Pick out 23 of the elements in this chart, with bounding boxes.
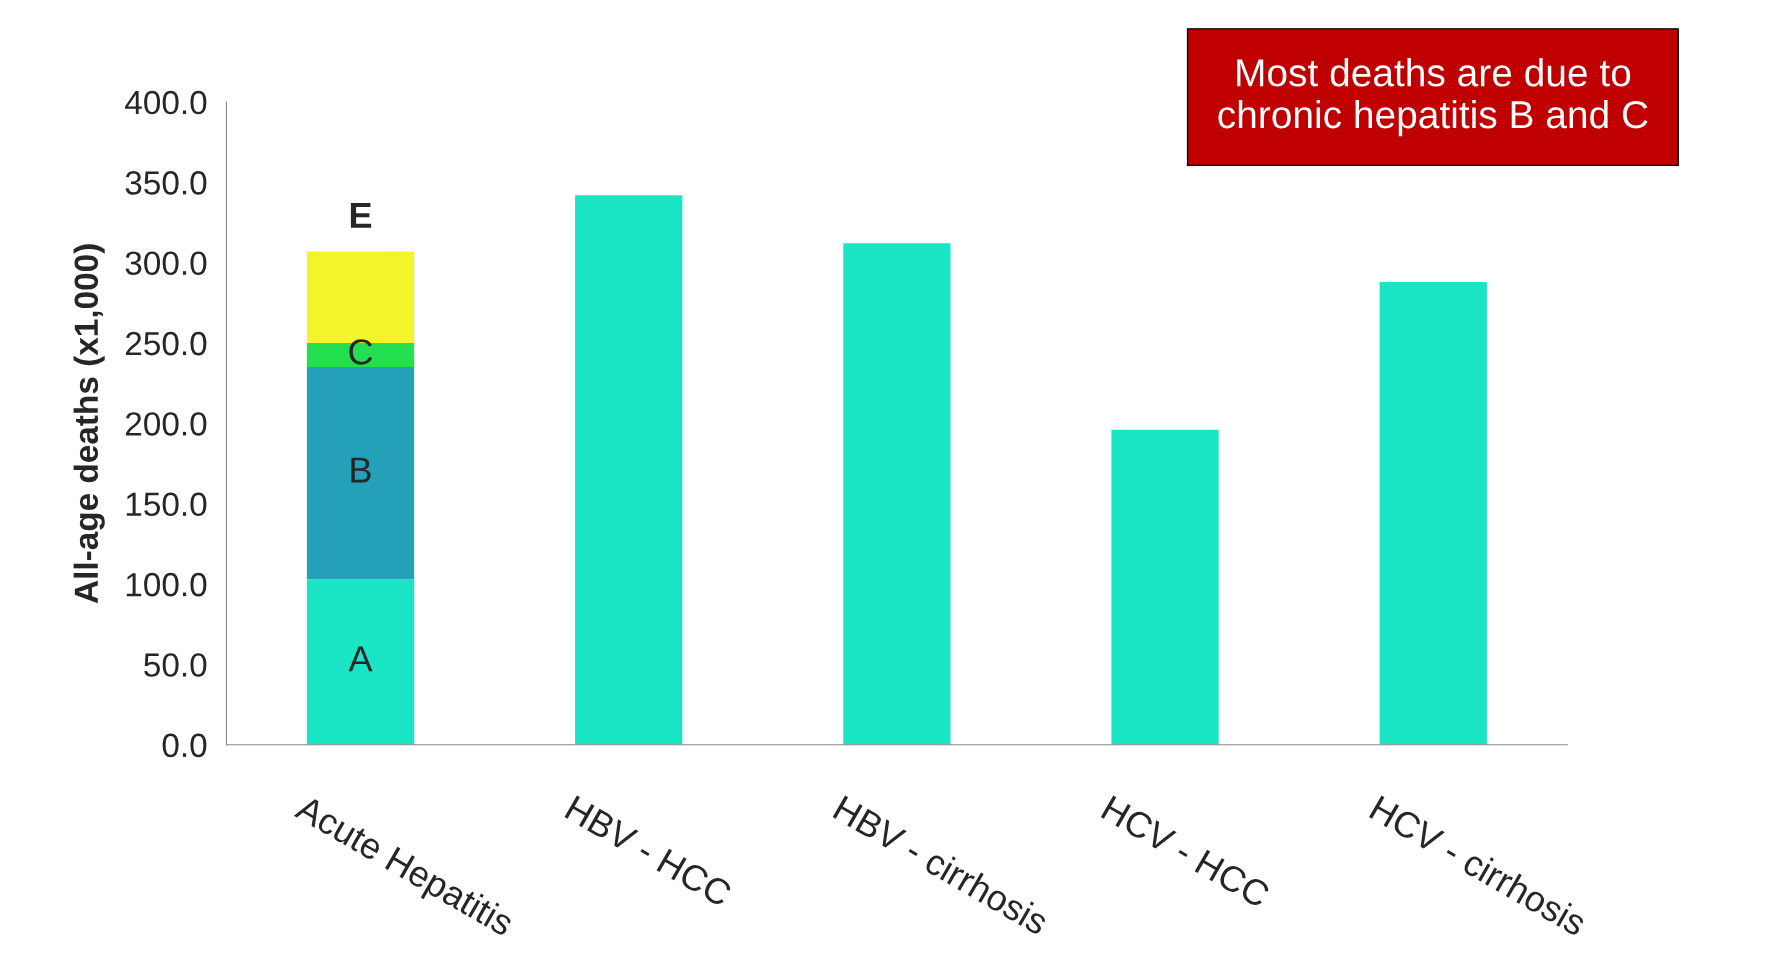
bar — [306, 367, 415, 580]
y-tick-label: 50.0 — [144, 653, 207, 677]
series-label: B — [351, 457, 371, 483]
series-label: C — [349, 339, 373, 365]
x-tick-label: HBV - HCC — [564, 795, 734, 908]
y-tick-label: 300.0 — [125, 251, 207, 276]
y-tick-label: 0.0 — [162, 733, 207, 758]
y-tick-label: 400.0 — [125, 90, 207, 115]
bar — [306, 579, 415, 745]
y-tick-label: 150.0 — [126, 492, 207, 517]
y-tick-label: 350.0 — [125, 171, 207, 195]
y-tick-label: 100.0 — [126, 572, 207, 597]
bar — [1111, 429, 1219, 745]
series-label: A — [348, 646, 373, 672]
y-axis-title: All-age deaths (x1,000) — [73, 244, 105, 604]
bar — [1379, 281, 1487, 745]
series-label: E — [350, 203, 372, 228]
y-tick-label: 200.0 — [125, 412, 207, 436]
annotation: Most deaths are due to chronic hepatitis B and C — [1218, 58, 1648, 137]
bar — [843, 243, 951, 745]
bar — [575, 195, 683, 745]
y-tick-label: 250.0 — [125, 331, 207, 356]
x-tick-label: HCV - HCC — [1100, 795, 1272, 909]
